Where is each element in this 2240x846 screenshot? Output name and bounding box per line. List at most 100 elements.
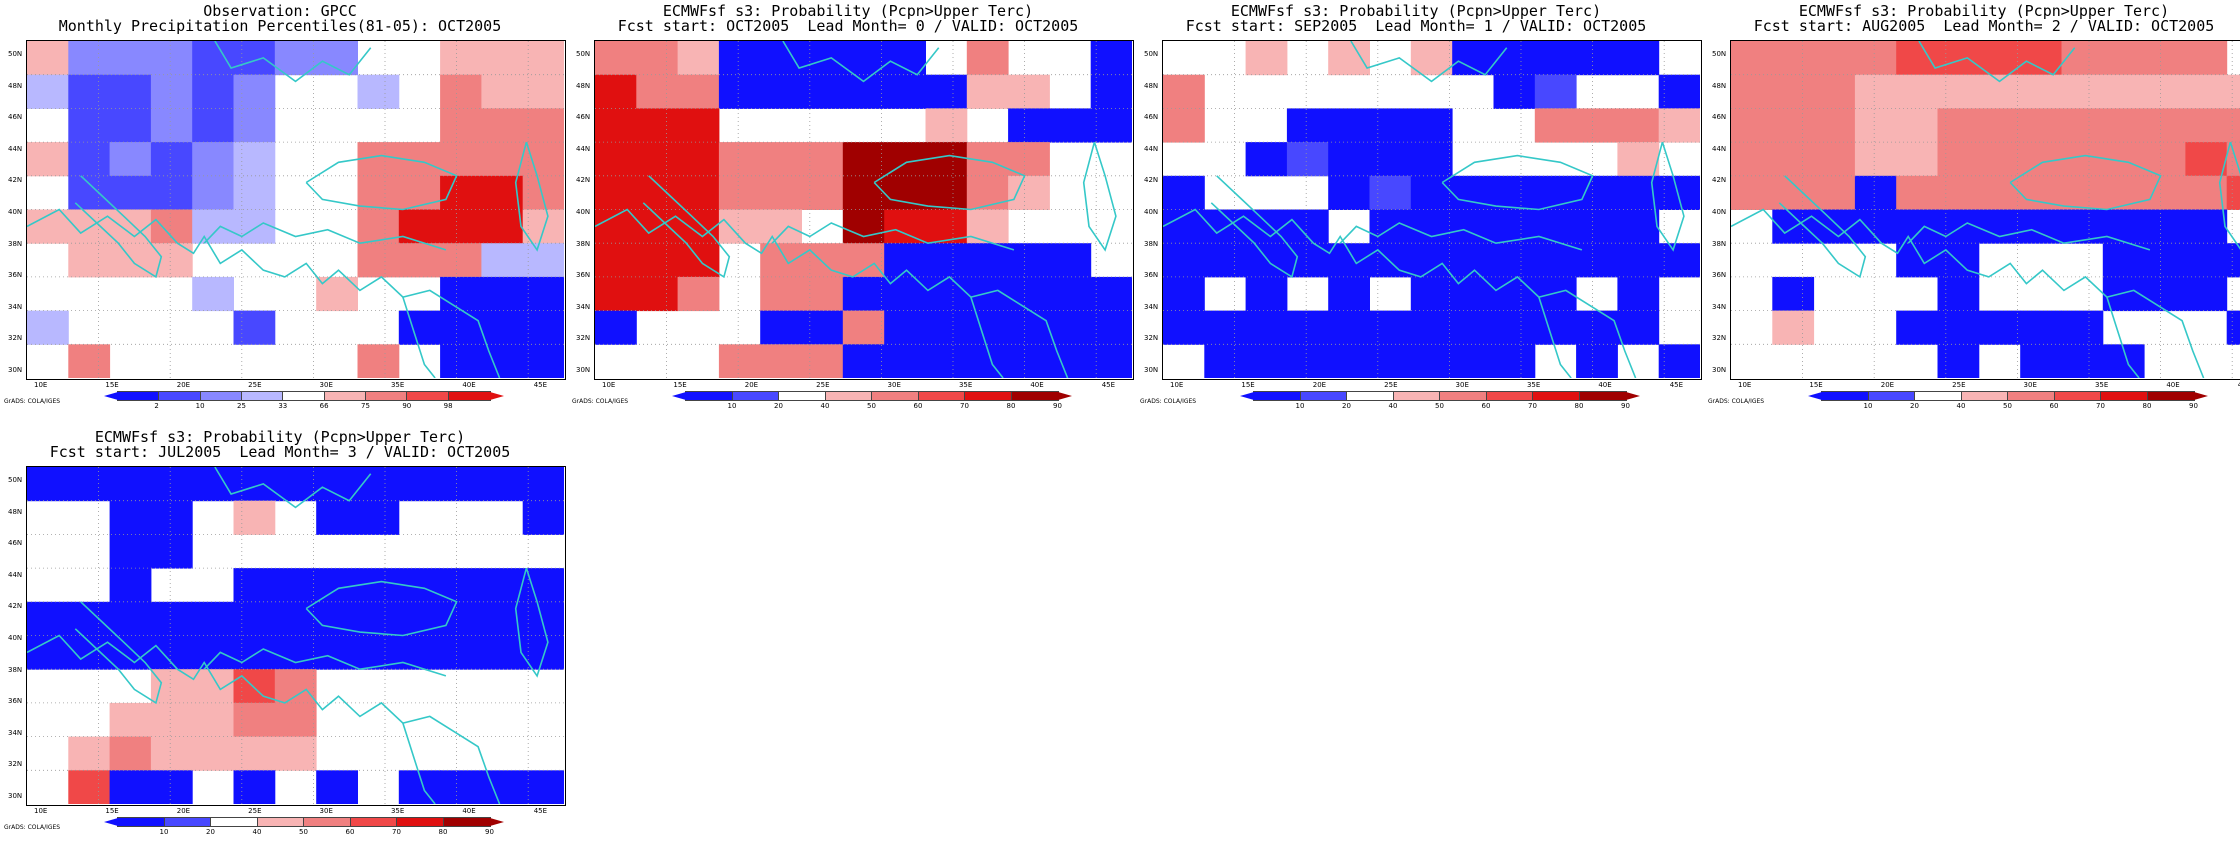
grid-cell: [884, 344, 926, 378]
colorbar-swatch: [1010, 391, 1059, 401]
grid-cell: [2144, 243, 2186, 278]
grid-cell: [1410, 142, 1453, 177]
colorbar-swatch: [917, 391, 966, 401]
grid-cell: [1049, 310, 1092, 345]
grid-cell: [1410, 108, 1453, 143]
lat-label: 36N: [576, 271, 591, 280]
map-frame: [1162, 40, 1702, 380]
grid-cell: [801, 142, 844, 177]
grid-cell: [68, 736, 111, 771]
colorbar-tick: 66: [319, 402, 329, 410]
lon-label: 35E: [390, 381, 405, 389]
colorbar-swatch: [1960, 391, 2009, 401]
grid-cell: [1937, 209, 1980, 244]
grid-cell: [2185, 108, 2228, 143]
grid-cell: [1008, 243, 1050, 278]
grid-cell: [718, 175, 761, 210]
grid-cell: [109, 467, 152, 502]
grid-cell: [233, 736, 276, 771]
lat-label: 34N: [1144, 302, 1159, 311]
grid-cell: [440, 175, 482, 210]
lon-label: 25E: [1952, 381, 1966, 389]
colorbar-swatch: [116, 391, 161, 401]
grid-cell: [233, 310, 276, 345]
lon-label: 40E: [462, 381, 476, 389]
grid-cell: [192, 276, 234, 312]
grid-cell: [233, 41, 276, 76]
grid-cell: [1534, 74, 1577, 109]
colorbar-swatch: [778, 391, 827, 401]
grid-cell: [760, 175, 802, 210]
grid-cell: [1617, 41, 1660, 76]
grid-cell: [27, 74, 69, 109]
lon-label: 40E: [1598, 381, 1612, 389]
grid-cell: [1008, 276, 1050, 312]
grid-cell: [1772, 41, 1815, 76]
grid-cell: [1731, 142, 1773, 177]
grid-cell: [842, 41, 885, 76]
grid-cell: [68, 142, 111, 177]
grid-cell: [1090, 276, 1132, 312]
grid-cell: [1978, 74, 2021, 109]
grid-cell: [1617, 142, 1660, 177]
lat-label: 34N: [1712, 302, 1727, 311]
grid-cell: [522, 601, 564, 636]
grid-cell: [842, 175, 885, 210]
grid-cell: [522, 500, 564, 535]
grid-cell: [1896, 175, 1938, 210]
grid-cell: [2226, 175, 2240, 210]
lat-label: 44N: [8, 570, 23, 579]
grid-cell: [481, 209, 524, 244]
grid-cell: [150, 736, 193, 771]
grid-cell: [842, 344, 885, 378]
grid-cell: [1896, 243, 1938, 278]
grid-cell: [357, 175, 400, 210]
colorbar-tick: 80: [1006, 402, 1016, 410]
panel-subtitle: Fcst start: SEP2005 Lead Month= 1 / VALI…: [1185, 17, 1647, 35]
colorbar-right-arrow: [1626, 392, 1640, 400]
coastline: [27, 41, 549, 378]
grid-cell: [1617, 108, 1660, 143]
grid-cell: [595, 74, 637, 109]
grid-cell: [1937, 108, 1980, 143]
lat-label: 50N: [1144, 50, 1159, 58]
grid-cell: [760, 209, 802, 244]
grid-cell: [1854, 74, 1897, 109]
grid-cell: [1772, 276, 1815, 312]
lat-label: 30N: [576, 366, 591, 374]
grid-cell: [398, 635, 441, 670]
colorbar: [1253, 391, 1627, 401]
grid-cell: [2061, 142, 2104, 177]
grid-cell: [636, 243, 679, 278]
lat-label: 42N: [576, 176, 591, 185]
grid-cell: [233, 142, 276, 177]
grid-cell: [2061, 108, 2104, 143]
grid-cell: [636, 175, 679, 210]
grid-cell: [1245, 142, 1288, 177]
grid-cell: [2020, 108, 2062, 143]
lat-label: 38N: [8, 239, 23, 248]
grid-cell: [109, 243, 152, 278]
colorbar-tick: 40: [1388, 402, 1398, 410]
grid-cell: [925, 276, 968, 312]
grid-cell: [2144, 209, 2186, 244]
grid-cell: [2144, 74, 2186, 109]
grid-cell: [109, 74, 152, 109]
grid-cell: [925, 175, 968, 210]
grid-cell: [150, 500, 193, 535]
lat-label: 46N: [8, 113, 23, 122]
grid-cell: [68, 108, 111, 143]
grid-cell: [440, 310, 482, 345]
colorbar-swatch: [871, 391, 920, 401]
grads-credit: GrADS: COLA/IGES: [1708, 398, 1765, 405]
grid-cell: [2226, 243, 2240, 278]
grid-cell: [1452, 209, 1494, 244]
grid-cell: [677, 142, 720, 177]
grid-cell: [801, 74, 844, 109]
grid-cell: [316, 770, 358, 804]
grid-cell: [1937, 41, 1980, 76]
grid-cell: [1090, 344, 1132, 378]
grid-cell: [233, 467, 276, 502]
colorbar-swatch: [406, 391, 450, 401]
grid-cell: [2020, 142, 2062, 177]
